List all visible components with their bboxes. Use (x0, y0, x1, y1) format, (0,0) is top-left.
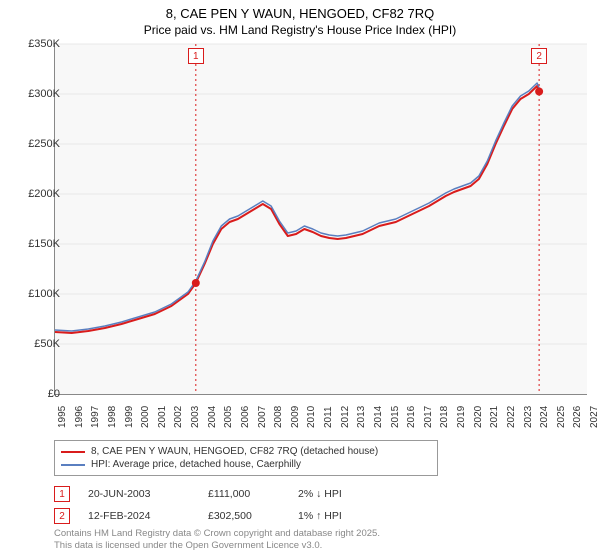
x-tick-label: 2022 (506, 406, 517, 428)
x-tick-label: 2008 (273, 406, 284, 428)
x-tick-label: 1996 (74, 406, 85, 428)
x-tick-label: 2016 (406, 406, 417, 428)
footnote-line1: Contains HM Land Registry data © Crown c… (54, 528, 380, 539)
x-tick-label: 2015 (390, 406, 401, 428)
sale-marker-badge: 1 (188, 48, 204, 64)
sale-diff: 2% ↓ HPI (298, 488, 398, 500)
y-tick-label: £100K (14, 288, 60, 300)
x-tick-label: 2013 (356, 406, 367, 428)
x-tick-label: 2025 (556, 406, 567, 428)
sale-price: £302,500 (208, 510, 298, 522)
sale-badge: 1 (54, 486, 70, 502)
x-tick-label: 2012 (340, 406, 351, 428)
sales-table: 1 20-JUN-2003£111,0002% ↓ HPI 2 12-FEB-2024… (54, 486, 398, 530)
x-tick-label: 2003 (190, 406, 201, 428)
x-tick-label: 2005 (223, 406, 234, 428)
legend-label: HPI: Average price, detached house, Caer… (91, 459, 301, 470)
sale-price: £111,000 (208, 488, 298, 500)
chart-title: 8, CAE PEN Y WAUN, HENGOED, CF82 7RQ (0, 0, 600, 21)
legend-swatch (61, 451, 85, 453)
x-tick-label: 2024 (539, 406, 550, 428)
x-tick-label: 2021 (489, 406, 500, 428)
chart-plot-area (54, 44, 587, 395)
x-tick-label: 2014 (373, 406, 384, 428)
sale-date: 12-FEB-2024 (88, 510, 208, 522)
chart-svg (55, 44, 587, 394)
x-tick-label: 2026 (572, 406, 583, 428)
x-tick-label: 2007 (257, 406, 268, 428)
legend-item: 8, CAE PEN Y WAUN, HENGOED, CF82 7RQ (de… (61, 445, 431, 458)
x-tick-label: 2010 (306, 406, 317, 428)
y-tick-label: £350K (14, 38, 60, 50)
x-tick-label: 2023 (523, 406, 534, 428)
x-tick-label: 1995 (57, 406, 68, 428)
x-tick-label: 2011 (323, 406, 334, 428)
x-tick-label: 2001 (157, 406, 168, 428)
sale-date: 20-JUN-2003 (88, 488, 208, 500)
x-tick-label: 1997 (90, 406, 101, 428)
y-tick-label: £0 (14, 388, 60, 400)
x-tick-label: 2009 (290, 406, 301, 428)
y-tick-label: £300K (14, 88, 60, 100)
x-tick-label: 2004 (207, 406, 218, 428)
x-tick-label: 2017 (423, 406, 434, 428)
footnote: Contains HM Land Registry data © Crown c… (54, 528, 380, 552)
x-tick-label: 2002 (173, 406, 184, 428)
x-tick-label: 2019 (456, 406, 467, 428)
legend-swatch (61, 464, 85, 466)
y-tick-label: £200K (14, 188, 60, 200)
footnote-line2: This data is licensed under the Open Gov… (54, 540, 322, 551)
sale-row: 1 20-JUN-2003£111,0002% ↓ HPI (54, 486, 398, 502)
x-tick-label: 2018 (439, 406, 450, 428)
x-tick-label: 2020 (473, 406, 484, 428)
y-tick-label: £150K (14, 238, 60, 250)
sale-diff: 1% ↑ HPI (298, 510, 398, 522)
y-tick-label: £250K (14, 138, 60, 150)
x-tick-label: 2006 (240, 406, 251, 428)
sale-badge: 2 (54, 508, 70, 524)
x-tick-label: 2027 (589, 406, 600, 428)
x-tick-label: 1999 (124, 406, 135, 428)
sale-marker-badge: 2 (531, 48, 547, 64)
sale-row: 2 12-FEB-2024£302,5001% ↑ HPI (54, 508, 398, 524)
chart-subtitle: Price paid vs. HM Land Registry's House … (0, 21, 600, 37)
y-tick-label: £50K (14, 338, 60, 350)
x-tick-label: 1998 (107, 406, 118, 428)
legend-item: HPI: Average price, detached house, Caer… (61, 458, 431, 471)
legend-box: 8, CAE PEN Y WAUN, HENGOED, CF82 7RQ (de… (54, 440, 438, 476)
legend-label: 8, CAE PEN Y WAUN, HENGOED, CF82 7RQ (de… (91, 446, 378, 457)
x-tick-label: 2000 (140, 406, 151, 428)
